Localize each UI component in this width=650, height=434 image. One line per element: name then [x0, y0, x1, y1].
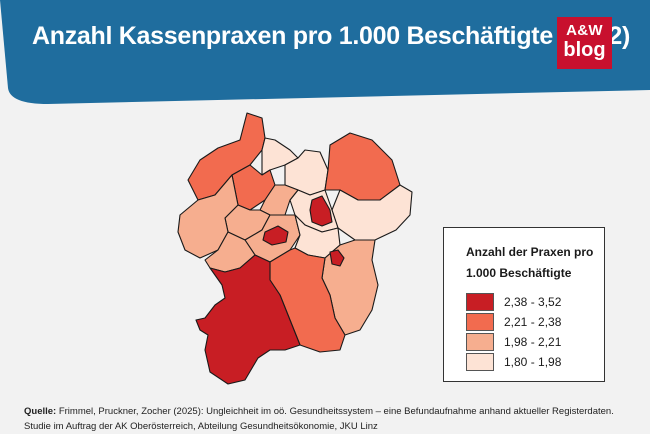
district-voecklabruck[interactable] — [177, 174, 239, 259]
legend-label: 2,38 - 3,52 — [504, 295, 562, 309]
legend-swatch — [466, 313, 494, 331]
source-text: Frimmel, Pruckner, Zocher (2025): Unglei… — [24, 406, 614, 432]
district-gmunden[interactable] — [195, 254, 301, 385]
header-banner: Anzahl Kassenpraxen pro 1.000 Beschäftig… — [0, 0, 650, 110]
aw-blog-logo[interactable]: A&W blog — [557, 17, 612, 69]
source-note: Quelle: Frimmel, Pruckner, Zocher (2025)… — [24, 404, 639, 434]
district-linz-city[interactable] — [309, 195, 333, 227]
legend-title: Anzahl der Praxen pro 1.000 Beschäftigte — [466, 245, 594, 280]
district-steyr-city[interactable] — [329, 249, 345, 267]
logo-line-1: A&W — [566, 22, 603, 39]
legend-label: 1,98 - 2,21 — [504, 335, 562, 349]
page-title: Anzahl Kassenpraxen pro 1.000 Beschäftig… — [32, 22, 631, 50]
header-background — [0, 0, 650, 104]
source-label: Quelle: — [24, 406, 57, 417]
map-legend: Anzahl der Praxen pro 1.000 Beschäftigte… — [443, 227, 605, 382]
district-wels-city[interactable] — [262, 225, 289, 246]
legend-swatch — [466, 293, 494, 311]
district-freistadt[interactable] — [324, 132, 401, 201]
legend-label: 2,21 - 2,38 — [504, 315, 562, 329]
legend-swatch — [466, 333, 494, 351]
legend-swatch — [466, 353, 494, 371]
choropleth-map — [177, 112, 413, 385]
logo-line-2: blog — [563, 39, 606, 61]
legend-label: 1,80 - 1,98 — [504, 355, 562, 369]
